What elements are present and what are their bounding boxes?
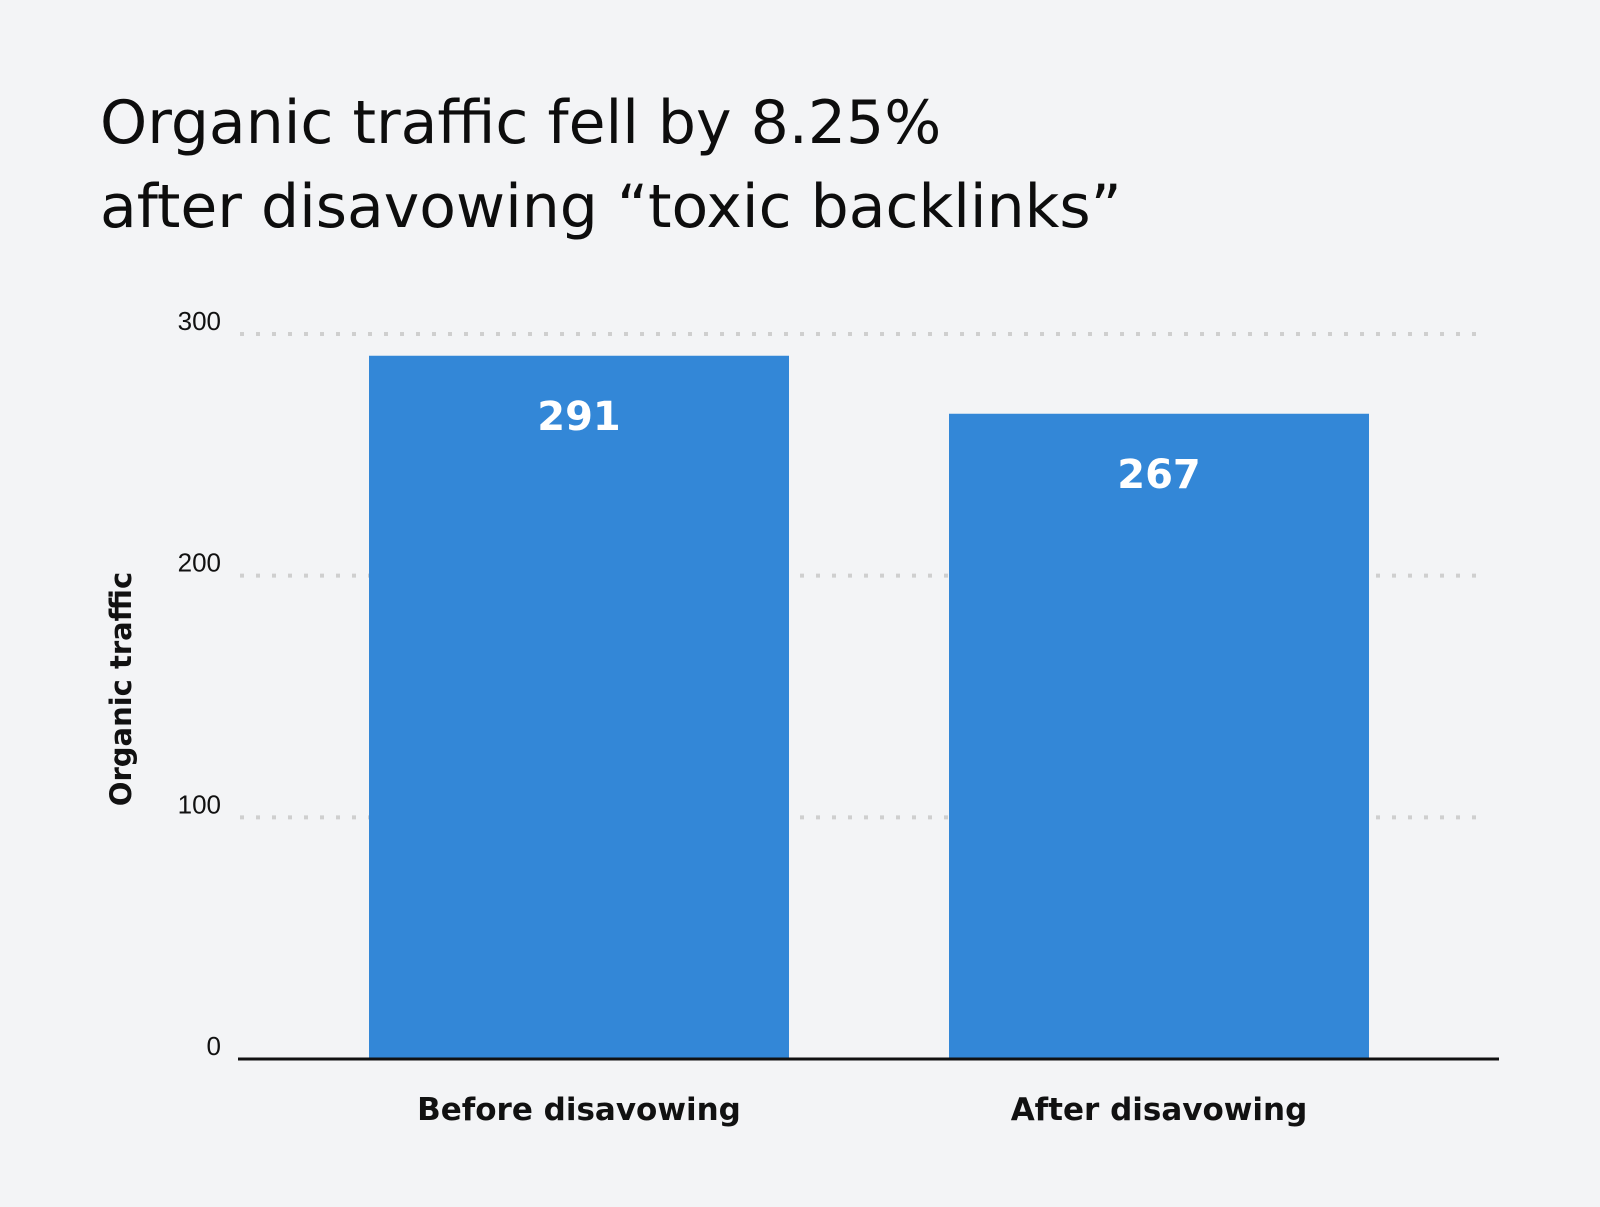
y-axis-ticks: 0 100 200 300 [178,306,221,1061]
y-tick-label: 300 [178,306,221,336]
x-axis-ticks: Before disavowing After disavowing [417,1092,1307,1128]
y-axis-label: Organic traffic [104,572,138,806]
data-label: 267 [1117,452,1201,498]
x-tick-label: Before disavowing [417,1092,741,1128]
chart-title-line-2: after disavowing “toxic backlinks” [100,172,1122,242]
x-tick-label: After disavowing [1011,1092,1308,1128]
y-tick-label: 100 [178,789,221,819]
bar [369,355,789,1059]
chart-title-line-1: Organic traffic fell by 8.25% [100,88,941,158]
data-label: 291 [537,394,621,440]
bars: 291 267 [369,355,1369,1059]
y-tick-label: 0 [207,1031,221,1061]
bar [949,413,1369,1059]
y-tick-label: 200 [178,548,221,578]
